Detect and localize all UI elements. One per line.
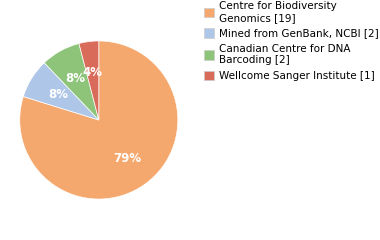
Wedge shape <box>44 43 99 120</box>
Text: 8%: 8% <box>49 89 68 102</box>
Wedge shape <box>23 63 99 120</box>
Legend: Centre for Biodiversity
Genomics [19], Mined from GenBank, NCBI [2], Canadian Ce: Centre for Biodiversity Genomics [19], M… <box>203 0 380 82</box>
Text: 79%: 79% <box>113 152 141 165</box>
Wedge shape <box>79 41 99 120</box>
Text: 8%: 8% <box>66 72 86 85</box>
Wedge shape <box>20 41 178 199</box>
Text: 4%: 4% <box>83 66 103 79</box>
